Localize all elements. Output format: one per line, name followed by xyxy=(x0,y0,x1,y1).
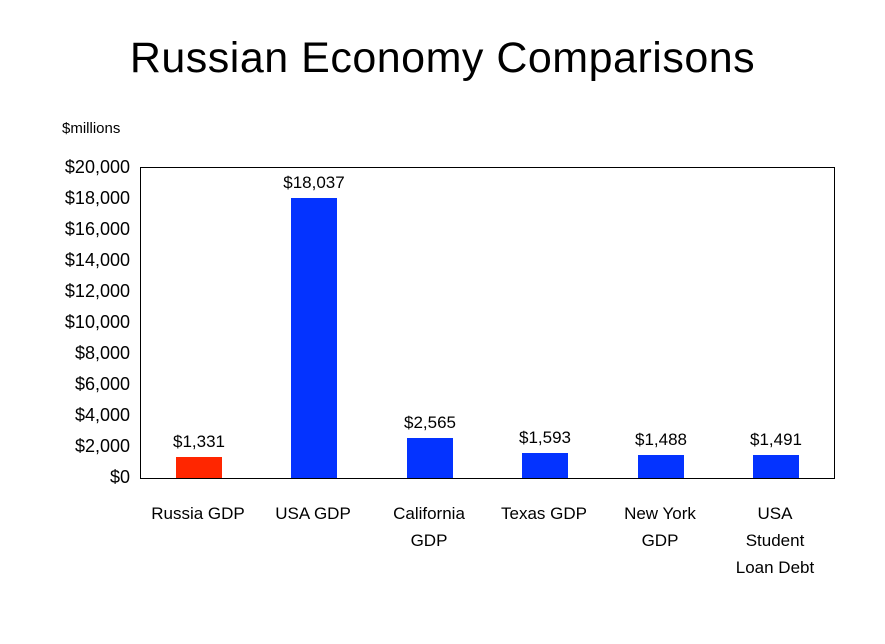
bar-value-label: $18,037 xyxy=(283,173,345,192)
category-label: Texas GDP xyxy=(479,500,609,527)
category-label-line: USA GDP xyxy=(275,504,351,523)
bar-value-label: $2,565 xyxy=(404,413,456,432)
category-label-line: Loan Debt xyxy=(735,558,815,577)
category-label-line: GDP xyxy=(410,531,448,550)
category-label-line: Student xyxy=(745,531,805,550)
y-tick-label: $4,000 xyxy=(74,405,130,425)
y-tick-label: $18,000 xyxy=(64,188,130,208)
category-label-line: California xyxy=(393,504,465,523)
y-tick-label: $14,000 xyxy=(64,250,130,270)
y-axis-unit-label: $millions xyxy=(62,120,121,137)
bar xyxy=(753,455,799,478)
y-tick-label: $0 xyxy=(109,467,130,487)
category-label-line: USA xyxy=(757,504,793,523)
bar xyxy=(407,438,453,478)
bar xyxy=(522,453,568,478)
bar-value-label: $1,593 xyxy=(519,428,571,447)
category-label: USA Student Loan Debt xyxy=(710,500,840,581)
category-label: California GDP xyxy=(364,500,494,554)
bar xyxy=(176,457,222,478)
category-label: New York GDP xyxy=(595,500,725,554)
bar-value-label: $1,331 xyxy=(173,432,225,451)
y-tick-label: $8,000 xyxy=(74,343,130,363)
plot-area: $1,331 $18,037 $2,565 $1,593 $1,488 $1,491 xyxy=(140,167,835,479)
category-label-line: New York xyxy=(624,504,696,523)
chart-title: Russian Economy Comparisons xyxy=(129,34,756,82)
y-tick-label: $10,000 xyxy=(64,312,130,332)
category-label-line: Texas GDP xyxy=(501,504,587,523)
y-tick-label: $6,000 xyxy=(74,374,130,394)
y-tick-label: $12,000 xyxy=(64,281,130,301)
bar-value-label: $1,491 xyxy=(750,430,802,449)
bar xyxy=(291,198,337,478)
bar-value-label: $1,488 xyxy=(635,430,687,449)
y-tick-label: $2,000 xyxy=(74,436,130,456)
category-label: USA GDP xyxy=(248,500,378,527)
y-tick-label: $20,000 xyxy=(64,157,130,177)
y-tick-label: $16,000 xyxy=(64,219,130,239)
category-label: Russia GDP xyxy=(133,500,263,527)
bar xyxy=(638,455,684,478)
category-label-line: Russia GDP xyxy=(151,504,245,523)
category-label-line: GDP xyxy=(641,531,679,550)
